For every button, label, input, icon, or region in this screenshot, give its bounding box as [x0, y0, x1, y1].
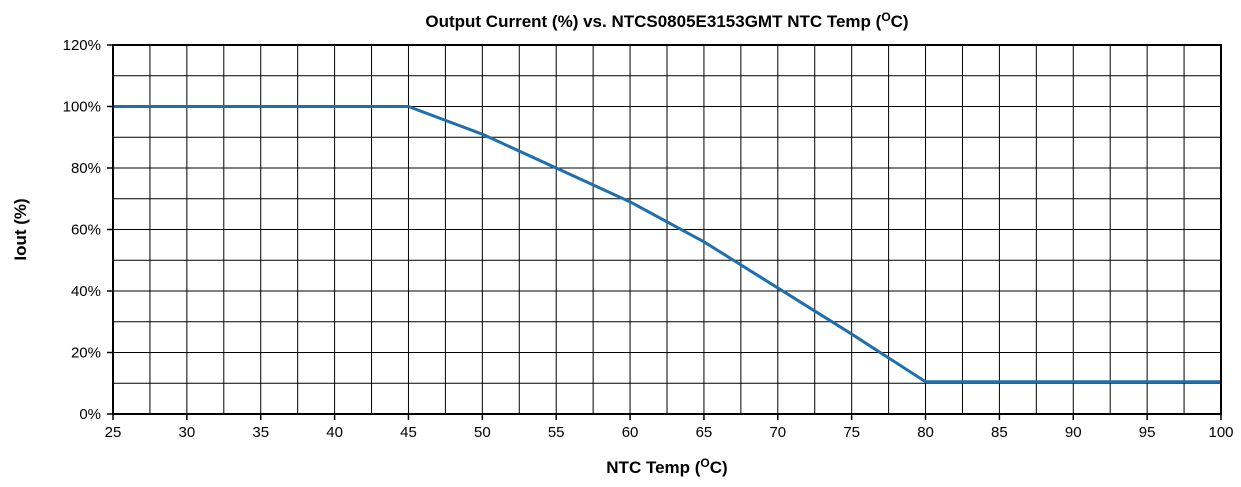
y-tick-labels: 0% 20% 40% 60% 80% 100% 120%	[63, 37, 101, 423]
x-axis-label: NTC Temp (OC)	[606, 456, 727, 477]
x-tick-label: 30	[179, 424, 196, 441]
series-line-iout	[113, 105, 1221, 384]
tick-marks	[107, 44, 1222, 420]
x-tick-label: 95	[1139, 424, 1156, 441]
x-tick-label: 45	[400, 424, 417, 441]
x-tick-label: 100	[1208, 424, 1233, 441]
y-tick-label: 80%	[71, 160, 101, 177]
chart-title-suffix: C)	[891, 12, 909, 31]
x-axis-label-main: NTC Temp (	[606, 458, 700, 477]
y-axis-label: Iout (%)	[11, 198, 30, 260]
x-tick-label: 85	[991, 424, 1008, 441]
x-tick-label: 65	[696, 424, 713, 441]
y-tick-label: 0%	[79, 406, 101, 423]
y-tick-label: 100%	[63, 99, 101, 116]
x-tick-label: 35	[252, 424, 269, 441]
x-axis-label-suffix: C)	[710, 458, 728, 477]
chart-title: Output Current (%) vs. NTCS0805E3153GMT …	[425, 10, 908, 31]
y-tick-label: 20%	[71, 345, 101, 362]
x-tick-label: 75	[843, 424, 860, 441]
y-tick-label: 120%	[63, 37, 101, 54]
grid-lines	[113, 45, 1221, 414]
x-tick-labels: 25 30 35 40 45 50 55 60 65 70 75 80 85 90 95 100	[105, 424, 1234, 441]
x-tick-label: 90	[1065, 424, 1082, 441]
x-tick-label: 80	[917, 424, 934, 441]
x-tick-label: 25	[105, 424, 122, 441]
y-tick-label: 60%	[71, 222, 101, 239]
chart-title-main: Output Current (%) vs. NTCS0805E3153GMT …	[425, 12, 881, 31]
x-tick-label: 60	[622, 424, 639, 441]
x-tick-label: 40	[326, 424, 343, 441]
chart-title-superscript: O	[881, 10, 890, 24]
x-tick-label: 50	[474, 424, 491, 441]
x-tick-label: 70	[769, 424, 786, 441]
x-tick-label: 55	[548, 424, 565, 441]
x-axis-label-superscript: O	[700, 456, 709, 470]
series-group	[113, 105, 1221, 384]
y-tick-label: 40%	[71, 283, 101, 300]
